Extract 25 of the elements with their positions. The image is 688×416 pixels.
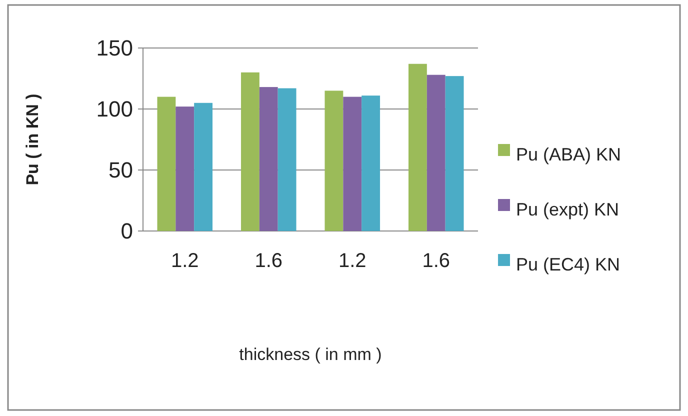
legend-label: Pu (ABA) KN <box>516 144 622 164</box>
bar <box>278 88 296 231</box>
bar <box>324 90 344 231</box>
legend-label: Pu (expt) KN <box>516 199 620 220</box>
bar <box>445 76 464 231</box>
bar <box>408 64 427 231</box>
bar <box>426 74 446 231</box>
x-tick-label: 1.6 <box>422 250 450 272</box>
legend-label: Pu (EC4) KN <box>516 254 620 274</box>
bar <box>343 96 362 231</box>
y-tick-label: 50 <box>108 158 133 183</box>
y-tick-label: 0 <box>120 218 133 244</box>
x-tick-label: 1.2 <box>338 250 366 272</box>
y-tick-label: 100 <box>96 96 133 122</box>
bar <box>259 87 278 231</box>
x-tick-label: 1.6 <box>254 250 283 272</box>
x-tick-label: 1.2 <box>170 250 199 272</box>
bar <box>362 96 380 231</box>
bar <box>240 72 260 231</box>
y-axis-title: Pu ( in KN ) <box>23 94 42 186</box>
bar <box>157 96 176 231</box>
bar <box>176 106 194 231</box>
bar <box>194 102 213 231</box>
x-axis-title: thickness ( in mm ) <box>239 345 382 364</box>
y-tick-label: 150 <box>96 36 133 61</box>
